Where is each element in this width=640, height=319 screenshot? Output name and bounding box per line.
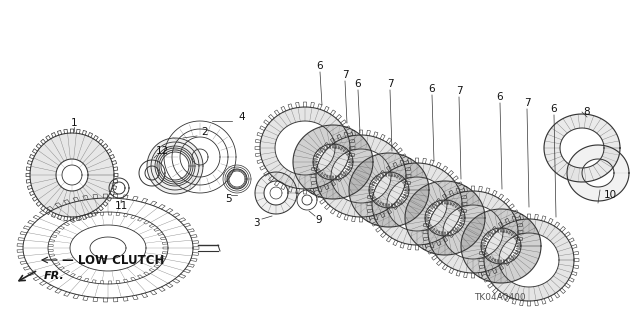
Text: 5: 5 [226,194,232,204]
Polygon shape [260,107,350,189]
Text: 7: 7 [387,79,394,89]
Text: 7: 7 [524,98,531,108]
Text: 12: 12 [156,146,168,156]
Polygon shape [567,145,629,201]
Text: 8: 8 [584,107,590,117]
Text: 6: 6 [429,84,435,94]
Polygon shape [30,133,114,217]
Polygon shape [544,114,620,182]
Polygon shape [484,219,574,301]
Text: 6: 6 [355,79,362,89]
Polygon shape [372,163,462,245]
Polygon shape [316,135,406,217]
Text: — LOW CLUTCH: — LOW CLUTCH [62,254,164,266]
Text: FR.: FR. [44,271,65,281]
Text: 6: 6 [550,104,557,114]
Polygon shape [349,153,429,227]
Text: 6: 6 [497,92,503,102]
Text: 7: 7 [456,86,462,96]
Polygon shape [405,181,485,255]
Text: 1: 1 [70,118,77,128]
Polygon shape [428,191,518,273]
Text: 9: 9 [316,215,323,225]
Text: 11: 11 [115,201,127,211]
Text: 2: 2 [202,127,208,137]
Text: 10: 10 [604,190,616,200]
Polygon shape [255,172,297,214]
Text: 4: 4 [239,112,245,122]
Text: 3: 3 [253,218,259,228]
Text: 6: 6 [317,61,323,71]
Polygon shape [147,138,203,194]
Text: 7: 7 [342,70,348,80]
Polygon shape [461,209,541,283]
Text: TK04A0400: TK04A0400 [474,293,526,302]
Polygon shape [293,125,373,199]
